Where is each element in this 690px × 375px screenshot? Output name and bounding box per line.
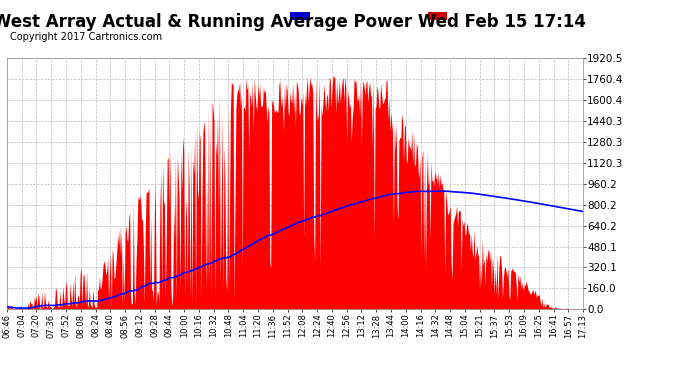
Text: West Array Actual & Running Average Power Wed Feb 15 17:14: West Array Actual & Running Average Powe…	[0, 13, 586, 31]
Text: Copyright 2017 Cartronics.com: Copyright 2017 Cartronics.com	[10, 32, 162, 42]
Legend: Average  (DC Watts), West Array  (DC Watts): Average (DC Watts), West Array (DC Watts…	[289, 10, 578, 22]
